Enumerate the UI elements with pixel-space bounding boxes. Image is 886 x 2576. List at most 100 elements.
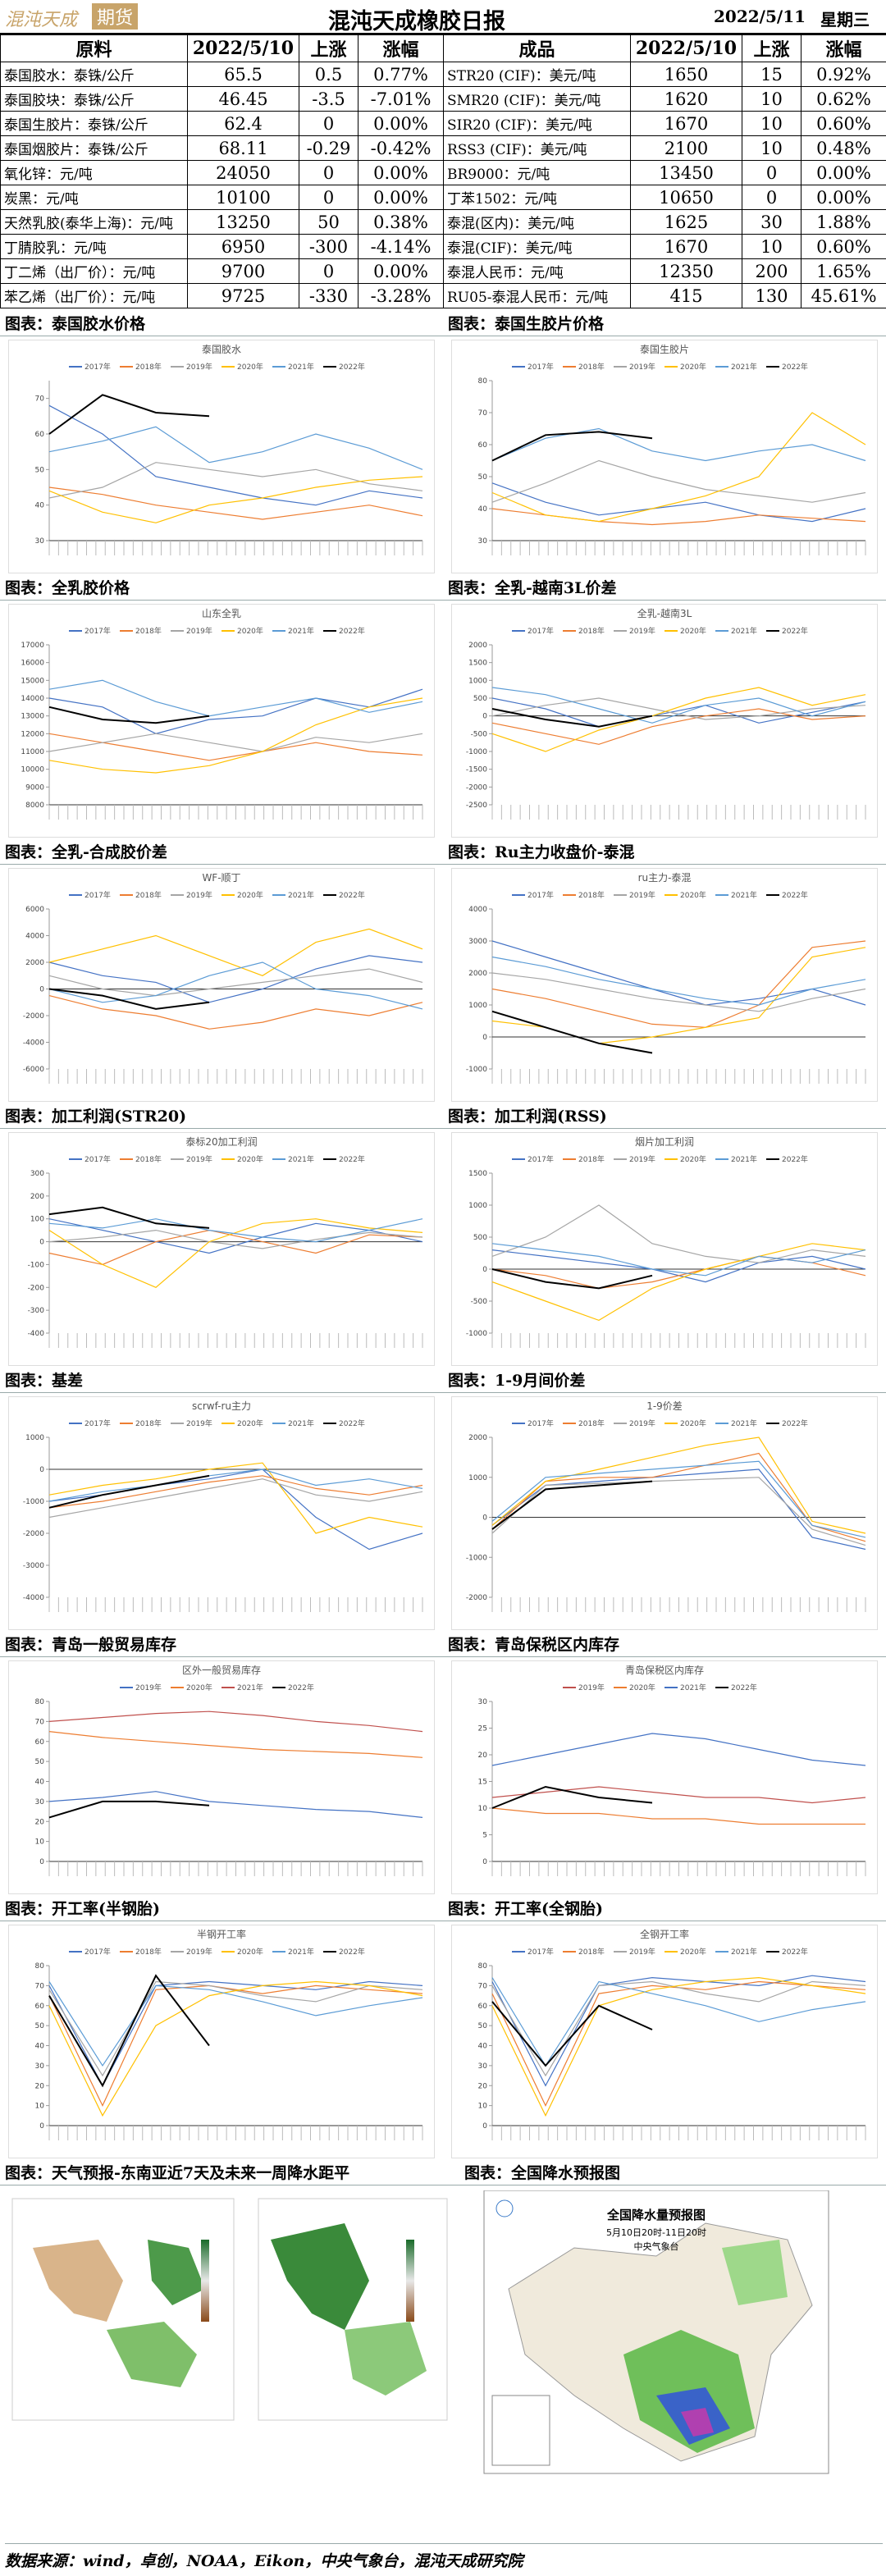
series-line [48, 1229, 423, 1266]
table-cell: 1625 [630, 209, 742, 235]
table-row: 泰国胶水：泰铢/公斤 65.5 0.5 0.77% STR20 (CIF)：美元/吨 16… [0, 62, 886, 87]
series-line [491, 1204, 866, 1263]
logo-icon [496, 2199, 514, 2217]
legend-label: 2021年 [731, 1947, 757, 1957]
table-cell: -300 [299, 234, 359, 259]
chart: 烟片加工利润 2017年 2018年 2019年 2020年 2021年 2022年 -100… [451, 1132, 878, 1366]
series-line [491, 1975, 866, 2087]
y-tick-label: 60 [35, 431, 45, 439]
table-cell: BR9000：元/吨 [443, 160, 631, 185]
y-tick-label: 80 [35, 1698, 45, 1706]
table-row: 氧化锌：元/吨 24050 0 0.00% BR9000：元/吨 13450 0 0.00% [0, 160, 886, 185]
y-tick-label: 0 [482, 1514, 487, 1523]
y-tick-label: 60 [35, 2003, 45, 2011]
y-tick-label: 80 [35, 1962, 45, 1971]
legend-label: 2020年 [237, 1154, 263, 1164]
table-cell: 丁腈胶乳：元/吨 [0, 234, 188, 259]
chart-title: ru主力-泰混 [638, 872, 692, 884]
legend-label: 2018年 [578, 1418, 605, 1428]
chart: 半钢开工率 2017年 2018年 2019年 2020年 2021年 2022年 0 10 20… [8, 1925, 435, 2158]
series-line [48, 404, 423, 506]
series-line [491, 972, 866, 1012]
table-cell: 10 [742, 86, 802, 112]
series-line [48, 486, 423, 520]
chart-title: 区外一般贸易库存 [182, 1664, 261, 1676]
table-row: 丁二烯（出厂价）：元/吨 9700 0 0.00% 泰混人民币：元/吨 12350 200 1… [0, 258, 886, 284]
y-tick-label: 10 [35, 2103, 45, 2111]
table-cell: 0 [742, 185, 802, 210]
y-tick-label: 11000 [21, 748, 44, 756]
chart-title: 泰国胶水 [202, 343, 241, 355]
y-tick-label: -300 [28, 1307, 45, 1315]
legend-label: 2020年 [680, 1418, 706, 1428]
y-tick-label: 9000 [25, 783, 44, 792]
y-tick-label: 40 [35, 502, 45, 510]
legend-label: 2022年 [782, 1418, 808, 1428]
table-cell: 13450 [630, 160, 742, 185]
y-tick-label: 10 [478, 2103, 488, 2111]
table-cell: 0.00% [358, 185, 444, 210]
table-cell: 68.11 [187, 135, 299, 161]
y-tick-label: 0 [482, 1266, 487, 1274]
y-tick-label: 500 [473, 1234, 487, 1242]
y-tick-label: 8000 [25, 802, 44, 810]
chart-frame [451, 604, 878, 838]
y-tick-label: 70 [35, 1982, 45, 1990]
logo: 混沌天成 [5, 10, 78, 30]
section-title: 图表：全国降水预报图 [459, 2161, 886, 2185]
series-line [48, 1731, 423, 1758]
table-row: 天然乳胶(泰华上海)：元/吨 13250 50 0.38% 泰混(区内)：美元/吨 162… [0, 209, 886, 235]
y-tick-label: 500 [473, 695, 487, 703]
series-line [48, 968, 423, 997]
table-cell: 1670 [630, 234, 742, 259]
legend-label: 2020年 [237, 890, 263, 900]
table-cell: -3.5 [299, 86, 359, 112]
table-cell: RSS3 (CIF)：美元/吨 [443, 135, 631, 161]
table-cell: 0.62% [801, 86, 886, 112]
chart-title: 山东全乳 [202, 607, 241, 619]
y-tick-label: 100 [30, 1216, 44, 1224]
legend-label: 2021年 [731, 1154, 757, 1164]
series-line [491, 1010, 653, 1054]
table-cell: 415 [630, 283, 742, 308]
series-line [48, 733, 423, 752]
weather-maps: 全国降水量预报图 5月10日20时-11日20时 中央气象台 [11, 2190, 829, 2474]
y-tick-label: -1000 [23, 1498, 44, 1506]
y-tick-label: 10000 [21, 766, 44, 774]
series-line [491, 1786, 866, 1804]
table-cell: 10 [742, 111, 802, 136]
table-cell: 原料 [0, 34, 188, 62]
y-tick-label: 20 [478, 1752, 488, 1760]
chart: 泰国胶水 2017年 2018年 2019年 2020年 2021年 2022年 30 40 50… [8, 340, 435, 573]
table-cell: 1650 [630, 62, 742, 87]
section-title: 图表：青岛保税区内库存 [443, 1633, 886, 1657]
y-tick-label: 20 [35, 1818, 45, 1826]
y-tick-label: -2000 [23, 1012, 44, 1021]
series-line [491, 1480, 653, 1530]
y-tick-label: 50 [35, 1758, 45, 1766]
y-tick-label: 20 [478, 2082, 488, 2090]
legend-label: 2021年 [288, 362, 314, 372]
legend-label: 2021年 [288, 890, 314, 900]
y-tick-label: -2000 [466, 783, 487, 792]
table-cell: 上涨 [742, 34, 802, 62]
chart-frame [8, 340, 435, 573]
y-tick-label: -500 [471, 730, 488, 738]
table-cell: 9725 [187, 283, 299, 308]
legend-label: 2017年 [527, 1154, 554, 1164]
series-line [491, 1807, 865, 1825]
chart: ru主力-泰混 2017年 2018年 2019年 2020年 2021年 2022年 -10… [451, 868, 878, 1102]
y-tick-label: 0 [39, 2122, 44, 2131]
table-cell: 泰国胶块：泰铢/公斤 [0, 86, 188, 112]
header: 混沌天成 期货 混沌天成橡胶日报 2022/5/11 星期三 [0, 0, 886, 34]
legend-label: 2021年 [731, 1418, 757, 1428]
table-row: 炭黑：元/吨 10100 0 0.00% 丁苯1502：元/吨 10650 0 0.00% [0, 185, 886, 210]
series-line [491, 482, 866, 523]
chart: 区外一般贸易库存 2019年 2020年 2021年 2022年 0 10 20 30 40 50 6… [8, 1660, 435, 1894]
y-tick-label: 1000 [468, 1202, 487, 1210]
chart-title: 1-9价差 [646, 1400, 683, 1412]
legend-label: 2018年 [578, 1154, 605, 1164]
section-title: 图表：加工利润(RSS) [443, 1104, 886, 1129]
rain-area [681, 2408, 714, 2437]
y-tick-label: -4000 [23, 1594, 44, 1602]
